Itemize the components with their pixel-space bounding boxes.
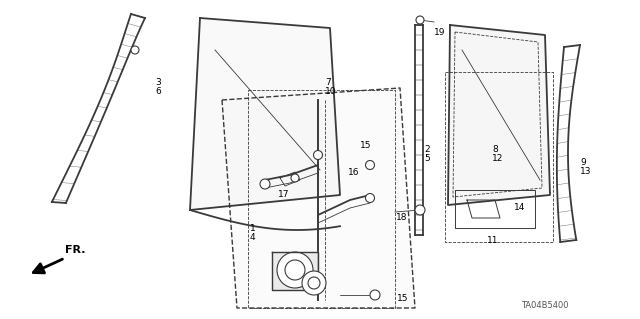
Text: 4: 4 [250,233,255,242]
Text: 10: 10 [325,87,337,96]
Text: 7: 7 [325,78,331,87]
Circle shape [308,277,320,289]
Circle shape [416,16,424,24]
Text: 5: 5 [424,154,429,163]
Circle shape [365,194,374,203]
Polygon shape [272,252,318,290]
Circle shape [302,271,326,295]
Text: 15: 15 [397,294,408,303]
Circle shape [131,46,139,54]
Circle shape [370,290,380,300]
Polygon shape [190,18,340,210]
Text: 6: 6 [155,87,161,96]
Text: 9: 9 [580,158,586,167]
Polygon shape [222,88,415,308]
Text: 13: 13 [580,167,591,176]
Text: 8: 8 [492,145,498,154]
Text: TA04B5400: TA04B5400 [521,300,569,309]
Text: 19: 19 [434,28,445,37]
Circle shape [277,252,313,288]
Circle shape [291,174,299,182]
Text: 1: 1 [250,224,256,233]
Text: 15: 15 [360,141,371,150]
Circle shape [314,151,323,160]
Text: 3: 3 [155,78,161,87]
Circle shape [285,260,305,280]
Polygon shape [448,25,550,205]
Text: 12: 12 [492,154,504,163]
Circle shape [415,205,425,215]
Circle shape [365,160,374,169]
Text: 2: 2 [424,145,429,154]
Text: 14: 14 [514,203,525,212]
Circle shape [260,179,270,189]
Text: 11: 11 [487,236,499,245]
Text: 18: 18 [396,213,408,222]
Text: 16: 16 [348,168,360,177]
Text: 17: 17 [278,190,289,199]
Text: FR.: FR. [65,245,86,255]
